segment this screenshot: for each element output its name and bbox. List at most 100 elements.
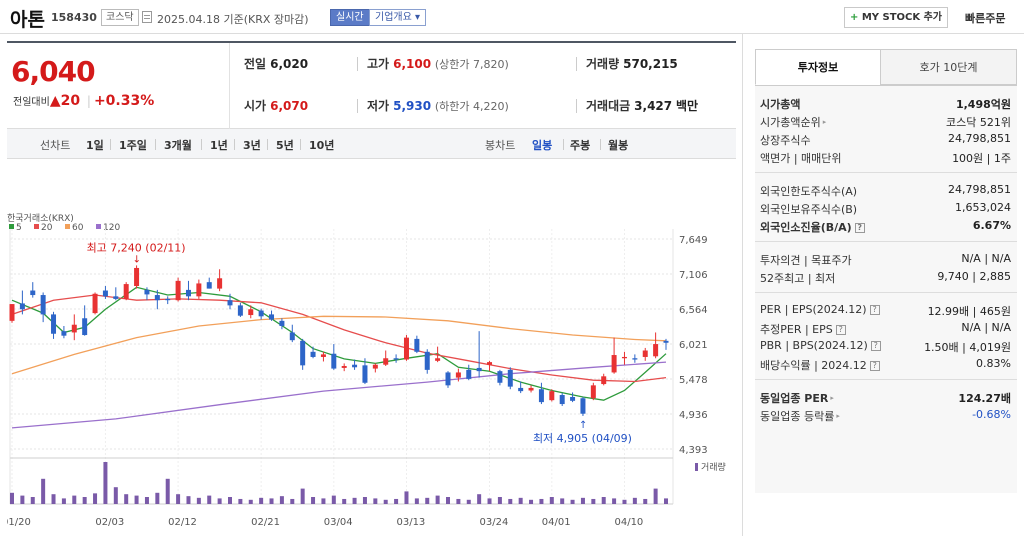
info-row: 상장주식수 24,798,851	[755, 130, 1017, 148]
period-10y[interactable]: 10년	[309, 139, 335, 152]
volume-bar	[238, 498, 243, 504]
caret-right-icon[interactable]: ▸	[822, 118, 827, 126]
volume-bar	[269, 498, 274, 504]
volume-bar	[539, 498, 544, 504]
stock-chart[interactable]: 한국거래소(KRX) 5 20 60 120 7,649 7,106 6,564 6,021 5,…	[2, 159, 736, 536]
help-icon[interactable]: ?	[870, 341, 881, 351]
volume-bar	[580, 497, 585, 504]
info-row-label: 동일업종 PER ▸	[760, 392, 834, 405]
legend-label-5: 5	[16, 223, 22, 233]
legend-label-20: 20	[41, 223, 53, 233]
x-tick-label: 02/12	[168, 517, 197, 528]
info-row-label: 투자의견 | 목표주가	[760, 254, 852, 267]
volume-bar	[82, 497, 87, 504]
candle-body	[341, 365, 347, 368]
divider	[576, 99, 577, 113]
candle-body	[383, 358, 389, 365]
info-row[interactable]: PER | EPS(2024.12)? 12.99배 | 465원	[755, 301, 1017, 319]
document-icon	[142, 11, 152, 23]
volume-bar	[155, 492, 160, 504]
realtime-button[interactable]: 실시간	[330, 9, 370, 26]
info-panel: 투자정보 호가 10단계 시가총액 1,498억원 시가총액순위 ▸ 코스닥 521위 상…	[742, 34, 1024, 536]
divider	[201, 139, 202, 150]
candle-body	[487, 362, 493, 365]
candle-body	[590, 385, 596, 399]
company-overview-button[interactable]: 기업개요 ▾	[369, 9, 427, 26]
candle-body	[621, 356, 627, 359]
info-row[interactable]: 동일업종 등락률 ▸ -0.68%	[755, 406, 1017, 424]
help-icon[interactable]: ?	[835, 325, 846, 335]
period-3y[interactable]: 3년	[243, 139, 261, 152]
info-row-label: 외국인소진율(B/A)?	[760, 219, 865, 235]
info-row-value: 0.83%	[976, 357, 1011, 370]
high-price: 고가 6,100 (상한가 7,820)	[367, 57, 509, 71]
candle-body	[352, 364, 358, 368]
tab-investment-info[interactable]: 투자정보	[755, 49, 881, 85]
quick-order-button[interactable]: 빠른주문	[965, 12, 1006, 25]
tab-orderbook[interactable]: 호가 10단계	[880, 49, 1017, 85]
candle-body	[279, 320, 285, 327]
legend-swatch-120	[96, 224, 101, 229]
volume-bar	[404, 491, 409, 504]
mystock-add-button[interactable]: + MY STOCK 추가	[844, 7, 948, 28]
volume-bar	[601, 497, 606, 504]
period-3m[interactable]: 3개월	[164, 139, 192, 152]
volume-bar	[228, 497, 232, 504]
candle-body	[92, 293, 98, 314]
y-tick-label: 5,478	[679, 375, 708, 386]
help-icon[interactable]: ?	[869, 361, 880, 371]
candle-body	[237, 305, 243, 316]
candle-body	[455, 372, 461, 378]
period-1w[interactable]: 1주일	[119, 139, 147, 152]
candlestick-chart: 한국거래소(KRX)5 20 60 120 7,649 7,106 6,564 6,021 5,…	[2, 213, 726, 528]
volume-bar	[259, 497, 264, 504]
divider	[155, 139, 156, 150]
industry-section: 동일업종 PER ▸ 124.27배 동일업종 등락률 ▸ -0.68%	[755, 380, 1017, 430]
period-5y[interactable]: 5년	[276, 139, 294, 152]
candle-body	[165, 298, 171, 301]
y-tick-label: 6,564	[679, 305, 708, 316]
candle-body	[30, 290, 36, 296]
y-tick-label: 4,936	[679, 410, 708, 421]
candle-monthly[interactable]: 월봉	[608, 139, 629, 152]
candle-body	[528, 387, 534, 391]
stock-header-bar: 아톤 158430 코스닥 2025.04.18 기준(KRX 장마감) 실시간…	[0, 0, 1024, 34]
candle-body	[435, 358, 441, 361]
legend-swatch-60	[65, 224, 70, 229]
volume-bar	[466, 499, 471, 504]
info-row: 투자의견 | 목표주가 N/A | N/A	[755, 250, 1017, 268]
caret-right-icon[interactable]: ▸	[830, 394, 834, 402]
info-row: 시가총액 1,498억원	[755, 94, 1017, 112]
x-tick-label: 03/13	[396, 517, 425, 528]
current-price: 6,040	[11, 55, 96, 88]
help-icon[interactable]: ?	[869, 305, 880, 315]
low-annotation: 최저 4,905 (04/09)	[533, 432, 632, 445]
info-row[interactable]: 외국인소진율(B/A)? 6.67%	[755, 217, 1017, 235]
date-text: 2025.04.18 기준(KRX 장마감)	[157, 13, 309, 26]
period-1y[interactable]: 1년	[210, 139, 228, 152]
info-row-value: 24,798,851	[948, 183, 1011, 196]
change-label: 전일대비	[13, 97, 50, 108]
volume-bar	[10, 492, 14, 504]
y-tick-label: 7,649	[679, 235, 708, 246]
candle-body	[134, 267, 140, 287]
divider	[357, 57, 358, 71]
info-row[interactable]: 추정PER | EPS? N/A | N/A	[755, 319, 1017, 337]
candle-body	[258, 310, 264, 317]
info-row[interactable]: 배당수익률 | 2024.12? 0.83%	[755, 355, 1017, 373]
divider	[110, 139, 111, 150]
info-row-value: 100원 | 1주	[952, 152, 1011, 165]
market-tag: 코스닥	[101, 9, 139, 26]
candle-body	[196, 283, 202, 297]
info-row: 52주최고 | 최저 9,740 | 2,885	[755, 268, 1017, 286]
candle-body	[642, 350, 648, 357]
candle-daily[interactable]: 일봉	[532, 139, 553, 152]
change-rate: +0.33%	[93, 93, 155, 109]
candle-weekly[interactable]: 주봉	[570, 139, 591, 152]
info-row[interactable]: 동일업종 PER ▸ 124.27배	[755, 388, 1017, 406]
info-row[interactable]: 시가총액순위 ▸ 코스닥 521위	[755, 112, 1017, 130]
info-row[interactable]: PBR | BPS(2024.12)? 1.50배 | 4,019원	[755, 337, 1017, 355]
caret-right-icon[interactable]: ▸	[836, 412, 840, 420]
period-1d[interactable]: 1일	[86, 139, 104, 152]
help-icon[interactable]: ?	[854, 223, 865, 233]
